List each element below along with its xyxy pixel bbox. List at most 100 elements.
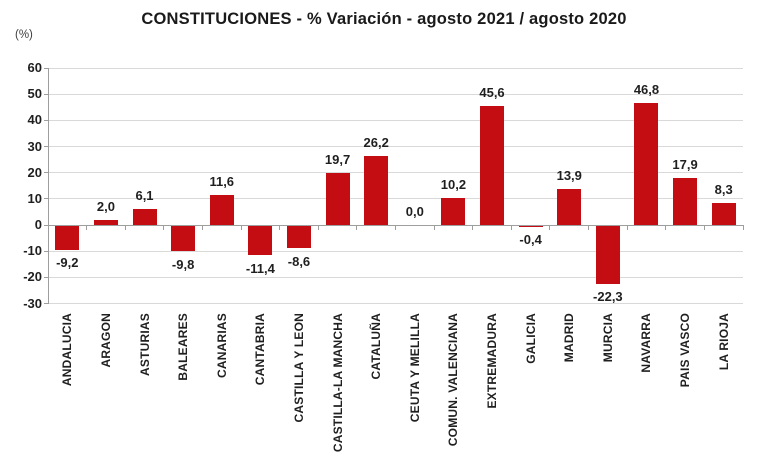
category-label: CATALUÑA bbox=[369, 313, 384, 380]
x-axis-tick bbox=[356, 225, 358, 230]
y-axis-tick bbox=[44, 250, 48, 252]
bar bbox=[132, 209, 157, 225]
bar bbox=[93, 219, 118, 225]
x-axis-tick bbox=[433, 225, 435, 230]
y-axis-tick bbox=[44, 146, 48, 147]
bar bbox=[557, 188, 582, 225]
bar-value-label: 13,9 bbox=[556, 167, 582, 183]
gridline bbox=[48, 172, 743, 174]
y-axis-unit-label: (%) bbox=[15, 29, 33, 41]
x-axis-tick bbox=[588, 225, 590, 230]
x-axis-tick bbox=[317, 225, 319, 230]
category-label: CASTILLA-LA MANCHA bbox=[330, 313, 345, 453]
bar-value-label: -0,4 bbox=[519, 232, 542, 248]
bar-value-label: 11,6 bbox=[209, 173, 235, 189]
y-tick-label: -10 bbox=[23, 243, 42, 259]
y-tick-label: 50 bbox=[27, 86, 42, 102]
bar-value-label: -11,4 bbox=[245, 260, 275, 276]
bar bbox=[441, 198, 466, 225]
bar bbox=[480, 105, 505, 225]
bar-value-label: -22,3 bbox=[593, 289, 623, 305]
y-axis-line bbox=[47, 68, 49, 304]
x-axis-tick bbox=[47, 225, 49, 230]
bar-value-label: -9,2 bbox=[56, 255, 79, 271]
x-axis-tick bbox=[549, 225, 551, 230]
category-label: CANTABRIA bbox=[253, 313, 268, 386]
gridline bbox=[48, 198, 743, 200]
category-label: BALEARES bbox=[176, 313, 191, 381]
x-axis-tick bbox=[279, 225, 281, 230]
gridline bbox=[48, 276, 743, 278]
category-label: ASTURIAS bbox=[137, 313, 152, 376]
y-axis-tick bbox=[44, 119, 48, 121]
gridline bbox=[48, 303, 743, 304]
x-axis-tick bbox=[395, 225, 396, 230]
bar bbox=[673, 178, 698, 225]
bar-value-label: 10,2 bbox=[440, 177, 467, 193]
x-axis-tick bbox=[86, 225, 88, 230]
bar bbox=[711, 203, 736, 225]
x-axis-tick bbox=[510, 225, 512, 230]
bar bbox=[634, 102, 659, 225]
bar-value-label: 45,6 bbox=[479, 84, 505, 100]
category-label: CANARIAS bbox=[214, 313, 229, 378]
y-tick-label: -20 bbox=[23, 269, 42, 285]
x-axis-tick bbox=[163, 225, 165, 230]
y-tick-label: 60 bbox=[27, 60, 42, 75]
bar-value-label: 26,2 bbox=[363, 135, 389, 151]
gridline bbox=[48, 93, 743, 95]
y-tick-label: 40 bbox=[27, 112, 42, 128]
x-axis-tick bbox=[742, 225, 744, 230]
bar bbox=[171, 225, 196, 252]
x-axis-tick bbox=[124, 225, 126, 230]
x-axis-tick bbox=[472, 225, 474, 230]
category-label: MURCIA bbox=[600, 313, 615, 363]
gridline bbox=[48, 119, 743, 121]
category-label: MADRID bbox=[562, 313, 577, 363]
bar bbox=[209, 194, 234, 225]
bar bbox=[248, 225, 273, 256]
bar-value-label: 46,8 bbox=[633, 81, 660, 97]
y-axis-tick bbox=[44, 276, 48, 278]
x-axis-tick bbox=[626, 225, 628, 230]
y-axis-tick bbox=[44, 93, 48, 95]
y-tick-label: -30 bbox=[23, 295, 42, 311]
category-label: EXTREMADURA bbox=[485, 313, 500, 409]
gridline bbox=[48, 146, 743, 147]
category-label: CASTILLA Y LEON bbox=[291, 313, 306, 423]
bar-value-label: -8,6 bbox=[287, 253, 311, 269]
y-tick-label: 0 bbox=[34, 217, 42, 232]
x-axis-tick bbox=[201, 225, 203, 230]
bar-value-label: 19,7 bbox=[324, 152, 351, 168]
bar bbox=[286, 225, 311, 248]
bar-value-label: -9,8 bbox=[171, 256, 195, 272]
category-label: COMUN. VALENCIANA bbox=[446, 313, 461, 447]
bar-value-label: 6,1 bbox=[135, 188, 154, 204]
y-axis-tick bbox=[44, 303, 48, 304]
category-label: PAIS VASCO bbox=[678, 313, 693, 388]
bar bbox=[364, 156, 389, 225]
y-axis-tick bbox=[44, 172, 48, 174]
y-tick-label: 10 bbox=[27, 190, 42, 206]
category-label: ARAGON bbox=[98, 313, 113, 368]
category-label: ANDALUCIA bbox=[60, 313, 75, 387]
category-label: GALICIA bbox=[523, 313, 538, 364]
gridline bbox=[48, 67, 743, 69]
y-axis-tick bbox=[44, 67, 48, 69]
bar-value-label: 2,0 bbox=[96, 198, 115, 214]
bar-value-label: 17,9 bbox=[672, 157, 698, 173]
bar bbox=[55, 225, 80, 250]
x-axis-tick bbox=[703, 225, 705, 230]
y-tick-label: 20 bbox=[27, 164, 42, 180]
bar bbox=[325, 173, 350, 225]
gridline bbox=[48, 250, 743, 252]
category-label: NAVARRA bbox=[639, 313, 654, 373]
bar-value-label: 8,3 bbox=[714, 182, 733, 198]
bar bbox=[518, 225, 543, 227]
y-tick-label: 30 bbox=[27, 138, 42, 154]
y-axis-tick bbox=[44, 224, 48, 226]
category-label: LA RIOJA bbox=[716, 313, 731, 371]
category-label: CEUTA Y MELILLA bbox=[407, 313, 422, 423]
chart-title: CONSTITUCIONES - % Variación - agosto 20… bbox=[141, 10, 627, 28]
